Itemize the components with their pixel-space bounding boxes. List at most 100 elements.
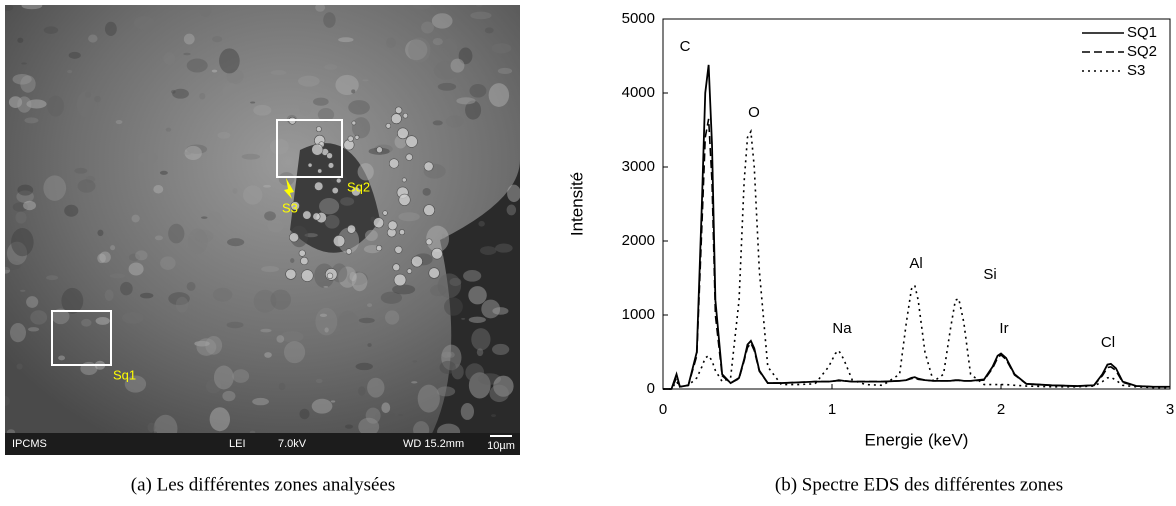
sem-grain <box>385 310 400 325</box>
sem-grain <box>12 202 28 212</box>
sem-grain <box>168 223 185 244</box>
sem-grain <box>186 144 208 154</box>
x-tick-label: 0 <box>659 401 667 418</box>
sem-particle <box>385 123 392 129</box>
sem-grain <box>422 188 431 196</box>
sem-grain <box>411 381 418 384</box>
sem-particle <box>335 177 342 184</box>
sem-grain <box>433 61 458 80</box>
sem-grain <box>375 410 395 422</box>
sem-grain <box>95 317 110 325</box>
sem-grain <box>449 277 462 287</box>
sem-grain <box>444 297 463 316</box>
sem-grain <box>481 299 501 319</box>
sem-grain <box>446 351 455 358</box>
sem-grain <box>311 398 333 414</box>
sem-grain <box>441 351 452 358</box>
sem-grain <box>99 251 111 263</box>
sem-particle <box>301 269 314 282</box>
sem-grain <box>205 379 222 394</box>
sem-grain <box>23 200 36 211</box>
sem-grain <box>408 37 431 63</box>
sem-grain <box>88 34 98 43</box>
label-sq1: Sq1 <box>113 367 136 382</box>
sem-grain <box>475 5 483 7</box>
y-tick-label: 5000 <box>622 10 655 27</box>
sem-particle <box>428 267 440 279</box>
sem-particle <box>373 217 385 229</box>
sem-grain <box>104 289 114 301</box>
sem-grain <box>365 407 381 424</box>
sem-particle <box>327 162 335 169</box>
sem-grain <box>431 13 453 29</box>
sem-grain <box>380 291 403 304</box>
sem-grain <box>337 310 359 333</box>
sem-grain <box>367 343 372 347</box>
sem-grain <box>497 67 513 75</box>
sem-grain <box>120 281 133 296</box>
sem-particle <box>346 224 356 234</box>
sem-grain <box>324 327 329 333</box>
sem-particle <box>285 268 297 280</box>
spectrum-line <box>663 128 1170 390</box>
sem-grain <box>209 407 231 432</box>
sem-particle <box>326 272 334 280</box>
sem-grain <box>349 271 357 282</box>
sem-grain <box>351 272 368 292</box>
sem-grain <box>432 120 443 126</box>
sem-particle <box>406 268 413 274</box>
sem-grain <box>11 228 34 257</box>
sem-grain <box>232 369 250 383</box>
sem-grain <box>446 115 464 128</box>
sem-grain <box>133 15 155 30</box>
sem-grain <box>338 37 354 43</box>
sem-grain <box>253 104 272 116</box>
sem-grain <box>477 373 502 385</box>
sem-image: Sq1 Sq2 S3 IPCMS LEI 7.0kV WD 15.2mm 10µ… <box>5 5 520 455</box>
sem-grain <box>21 62 27 65</box>
sem-grain <box>417 384 440 413</box>
sem-grain <box>324 64 338 70</box>
sem-grain <box>276 335 285 343</box>
peak-label: Cl <box>1101 334 1115 351</box>
sem-grain <box>17 37 24 43</box>
sem-grain <box>451 363 464 380</box>
sem-grain <box>338 266 357 288</box>
legend-label: SQ2 <box>1127 43 1157 60</box>
sem-grain <box>442 38 458 57</box>
sem-grain <box>219 48 240 74</box>
sem-grain <box>58 355 66 361</box>
sem-grain <box>392 284 416 295</box>
sem-grain <box>135 250 148 261</box>
sem-particle <box>314 181 324 191</box>
sem-grain <box>184 145 202 161</box>
sem-grain <box>299 408 310 420</box>
arrow-s3 <box>284 178 294 199</box>
sem-grain <box>337 227 360 254</box>
sem-grain <box>315 378 323 384</box>
sem-grain <box>355 362 373 371</box>
sem-grain <box>253 289 277 313</box>
sem-particle <box>347 135 354 142</box>
sem-grain <box>128 262 144 276</box>
sem-grain <box>85 175 96 183</box>
sem-grain <box>131 214 140 223</box>
sem-grain <box>495 243 513 253</box>
sem-grain <box>147 422 156 433</box>
sem-particle <box>405 135 418 148</box>
sem-grain <box>21 5 43 10</box>
sem-grain <box>460 402 475 420</box>
y-tick-label: 0 <box>647 380 655 397</box>
plot-frame <box>662 18 1171 390</box>
sem-grain <box>478 220 485 227</box>
sem-grain <box>16 190 34 203</box>
sem-grain <box>6 241 28 266</box>
sem-particle <box>423 204 435 216</box>
sem-grain <box>226 68 244 84</box>
sem-grain <box>323 12 336 28</box>
sem-grain <box>168 292 190 306</box>
sem-grain <box>115 119 123 125</box>
sem-particle <box>354 134 360 140</box>
sem-grain <box>468 316 486 323</box>
